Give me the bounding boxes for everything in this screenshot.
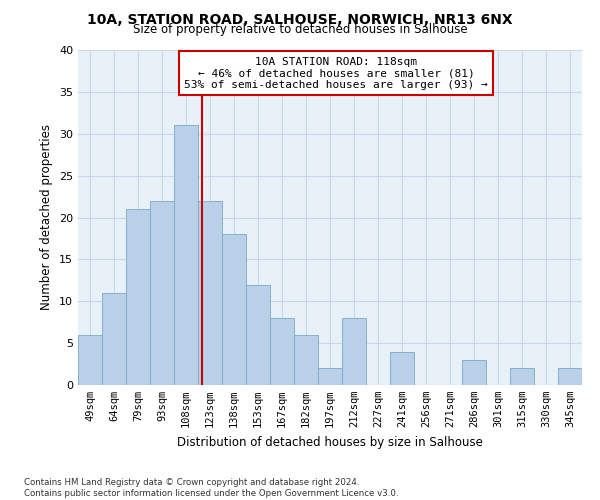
Bar [510, 368, 534, 385]
Text: 10A STATION ROAD: 118sqm
← 46% of detached houses are smaller (81)
53% of semi-d: 10A STATION ROAD: 118sqm ← 46% of detach… [184, 56, 488, 90]
Bar [294, 335, 318, 385]
Text: 10A, STATION ROAD, SALHOUSE, NORWICH, NR13 6NX: 10A, STATION ROAD, SALHOUSE, NORWICH, NR… [87, 12, 513, 26]
Bar [342, 318, 366, 385]
Bar [174, 126, 198, 385]
Text: Size of property relative to detached houses in Salhouse: Size of property relative to detached ho… [133, 24, 467, 36]
Bar [102, 293, 126, 385]
Bar [222, 234, 246, 385]
Bar [150, 200, 174, 385]
Bar [126, 209, 150, 385]
Bar [270, 318, 294, 385]
Bar [390, 352, 414, 385]
Text: Contains HM Land Registry data © Crown copyright and database right 2024.
Contai: Contains HM Land Registry data © Crown c… [24, 478, 398, 498]
Bar [462, 360, 486, 385]
Bar [558, 368, 582, 385]
Bar [198, 200, 222, 385]
Bar [78, 335, 102, 385]
Y-axis label: Number of detached properties: Number of detached properties [40, 124, 53, 310]
Bar [318, 368, 342, 385]
X-axis label: Distribution of detached houses by size in Salhouse: Distribution of detached houses by size … [177, 436, 483, 448]
Bar [246, 284, 270, 385]
